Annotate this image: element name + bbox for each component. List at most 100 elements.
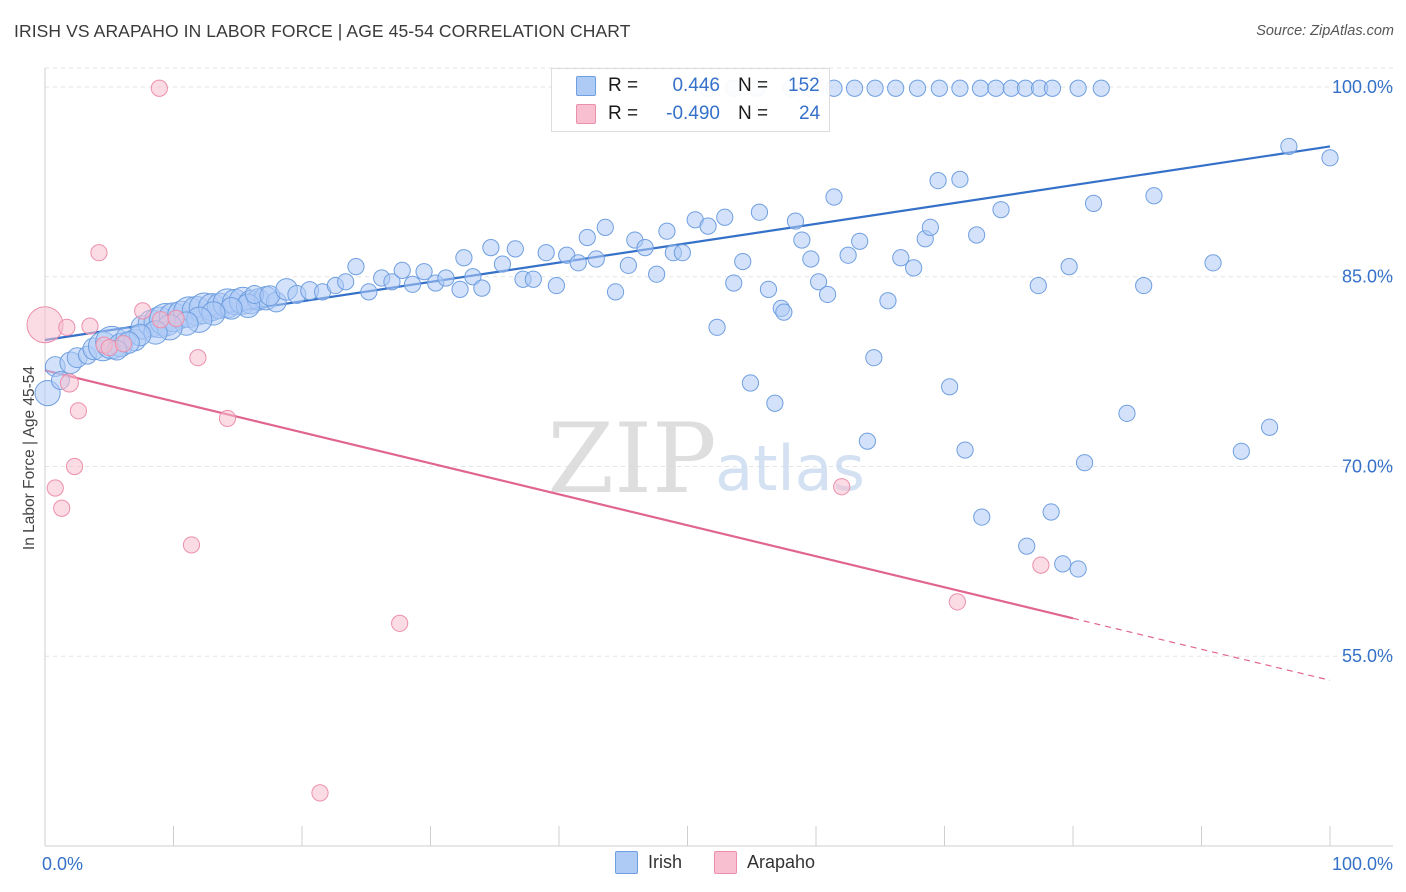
point-irish (930, 79, 948, 97)
point-irish (951, 170, 969, 188)
point-irish (606, 283, 625, 301)
axes (44, 68, 1393, 847)
point-irish (951, 79, 969, 97)
point-arapaho (134, 302, 152, 320)
point-irish (839, 246, 857, 264)
watermark-zip: ZIP (547, 403, 716, 515)
point-irish (347, 258, 365, 276)
point-irish (887, 79, 905, 97)
legend-r-value-irish: 0.446 (672, 75, 720, 96)
y-tick-labels: 55.0% 70.0% 85.0% 100.0% (1332, 77, 1393, 666)
point-irish (708, 318, 726, 336)
point-arapaho (90, 244, 108, 262)
point-irish (337, 273, 355, 291)
y-tick-label: 70.0% (1342, 456, 1393, 476)
point-arapaho (189, 349, 207, 367)
point-irish (725, 274, 743, 292)
point-arapaho (69, 402, 88, 420)
point-arapaho (58, 318, 76, 336)
point-irish (524, 270, 542, 288)
point-irish (1232, 442, 1250, 460)
point-irish (818, 285, 837, 304)
x-tick-label-min: 0.0% (42, 854, 83, 874)
legend-n-label: N = (738, 103, 769, 124)
legend-n-label: N = (738, 75, 769, 96)
point-irish (866, 79, 884, 97)
point-irish (1075, 454, 1094, 472)
point-irish (658, 222, 676, 240)
point-irish (1042, 503, 1060, 521)
point-irish (493, 255, 512, 273)
point-irish (929, 171, 947, 190)
point-arapaho (46, 479, 64, 497)
point-irish (825, 188, 843, 206)
point-irish (921, 218, 939, 236)
point-arapaho (152, 311, 170, 329)
point-irish (482, 239, 500, 257)
legend-swatch-arapaho (576, 104, 596, 124)
point-irish (987, 79, 1005, 97)
series-legend-arapaho[interactable]: Arapaho (714, 851, 815, 874)
point-arapaho (26, 306, 64, 344)
point-arapaho (218, 409, 237, 428)
point-irish (415, 263, 433, 281)
point-irish (759, 280, 778, 298)
point-irish (802, 250, 820, 268)
y-tick-label: 100.0% (1332, 77, 1393, 97)
point-irish (578, 228, 596, 247)
point-arapaho (833, 478, 851, 496)
point-irish (1069, 560, 1087, 578)
point-irish (786, 212, 805, 230)
point-irish (941, 378, 959, 396)
point-irish (537, 244, 555, 262)
point-irish (809, 273, 828, 291)
point-arapaho (65, 457, 84, 476)
source-label: Source: ZipAtlas.com (1256, 23, 1394, 39)
legend-n-value-arapaho: 24 (799, 103, 821, 124)
point-irish (383, 273, 401, 291)
point-arapaho (311, 784, 329, 802)
legend-r-label: R = (608, 75, 639, 96)
point-irish (992, 201, 1010, 219)
chart-title: IRISH VS ARAPAHO IN LABOR FORCE | AGE 45… (14, 21, 631, 41)
series-legend-label-irish: Irish (648, 852, 683, 872)
point-irish (905, 259, 923, 277)
legend-row-arapaho: R = -0.490 N = 24 (576, 100, 820, 128)
point-irish (1054, 555, 1072, 573)
point-arapaho (948, 593, 966, 611)
x-tick-labels: 0.0% 100.0% (42, 854, 1393, 874)
point-irish (648, 265, 666, 283)
point-irish (1043, 79, 1062, 97)
point-irish (750, 203, 769, 221)
point-arapaho (167, 309, 185, 328)
y-tick-label: 55.0% (1342, 646, 1393, 666)
point-irish (464, 268, 482, 286)
point-irish (1204, 254, 1222, 272)
point-irish (858, 432, 877, 450)
point-irish (587, 250, 605, 268)
trend-line-arapaho (44, 369, 1074, 620)
point-irish (1135, 276, 1153, 295)
point-arapaho (150, 79, 168, 97)
series-legend-irish[interactable]: Irish (615, 851, 682, 874)
point-irish (845, 79, 864, 97)
legend-swatch-irish (576, 76, 596, 96)
point-arapaho (59, 373, 79, 393)
point-irish (1321, 149, 1339, 167)
point-arapaho (100, 338, 118, 357)
point-irish (793, 231, 811, 249)
legend-row-irish: R = 0.446 N = 152 (576, 72, 820, 100)
point-irish (734, 252, 752, 271)
legend-r-value-arapaho: -0.490 (666, 103, 720, 124)
point-irish (892, 249, 910, 267)
legend-r-label: R = (608, 103, 639, 124)
point-arapaho (53, 499, 71, 517)
point-irish (908, 79, 927, 97)
point-irish (968, 226, 986, 244)
point-irish (547, 276, 566, 295)
point-irish (451, 280, 469, 298)
point-irish (1060, 258, 1078, 276)
point-irish (775, 303, 793, 321)
legend-n-value-irish: 152 (788, 75, 820, 96)
point-irish (673, 244, 691, 262)
